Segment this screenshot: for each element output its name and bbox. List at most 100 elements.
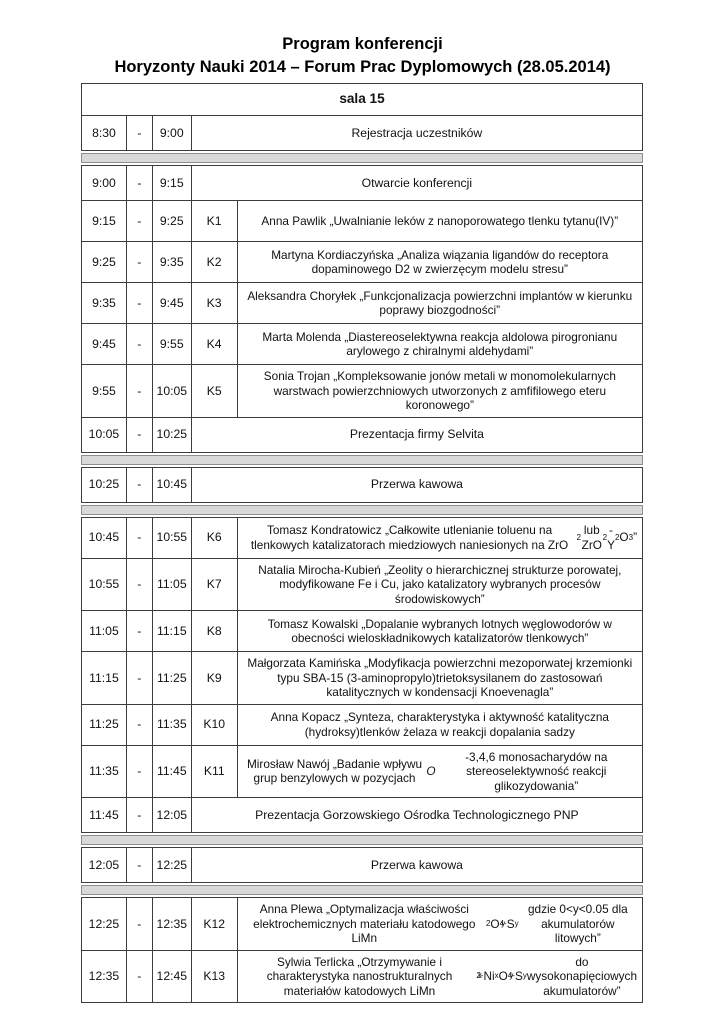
time-start: 11:45	[89, 807, 119, 822]
session-title: Sylwia Terlicka „Otrzymywanie i charakte…	[236, 950, 642, 1002]
section-separator	[81, 454, 643, 465]
time-dash: -	[125, 467, 152, 502]
time-dash: -	[125, 116, 152, 150]
time-start: 9:35	[92, 295, 116, 310]
session-code: K3	[190, 283, 237, 323]
time-start: 12:25	[88, 916, 120, 931]
time-dash: -	[125, 166, 152, 200]
time-end: 9:45	[151, 283, 191, 323]
session-title: Sonia Trojan „Kompleksowanie jonów metal…	[236, 365, 642, 417]
title-line-1: Program konferencji	[282, 35, 443, 53]
time-start: 11:15	[89, 670, 119, 685]
time-end: 10:45	[151, 467, 191, 502]
time-end: 9:25	[151, 201, 191, 241]
session-code: K12	[190, 898, 237, 950]
session-code: K11	[190, 745, 237, 797]
time-dash: -	[125, 365, 152, 417]
session-title: Anna Plewa „Optymalizacja właściwości el…	[236, 898, 642, 950]
time-end: 10:25	[151, 417, 191, 452]
table-row: 10:45-10:55 K6 Tomasz Kondratowicz „Całkow…	[82, 517, 642, 558]
time-start: 11:35	[89, 764, 119, 778]
session-code: K1	[190, 201, 237, 241]
time-end: 12:05	[151, 798, 191, 832]
table-row: 9:25-9:35 K2 Martyna Kordiaczyńska „Analiz…	[82, 241, 642, 282]
schedule-table: 10:45-10:55 K6 Tomasz Kondratowicz „Całkow…	[81, 516, 643, 833]
table-row: 8:30-9:00 Rejestracja uczestników	[82, 115, 642, 150]
session-code: K5	[190, 365, 237, 417]
session-title: Anna Kopacz „Synteza, charakterystyka i …	[236, 704, 642, 745]
session-title: Tomasz Kondratowicz „Całkowite utleniani…	[236, 517, 642, 558]
event-title: Otwarcie konferencji	[190, 166, 642, 200]
schedule-table: 9:00-9:15 Otwarcie konferencji 9:15-9:25 K1…	[81, 165, 643, 453]
time-start: 10:25	[88, 477, 120, 492]
schedule-table: sala 15 8:30-9:00 Rejestracja uczestników	[81, 83, 643, 151]
time-end: 11:15	[151, 611, 191, 651]
table-row: 9:35-9:45 K3 Aleksandra Choryłek „Funkcjon…	[82, 282, 642, 323]
session-code: K2	[190, 242, 237, 282]
time-start: 9:55	[92, 383, 116, 398]
time-end: 11:35	[151, 704, 191, 745]
table-row: 12:25-12:35 K12 Anna Plewa „Optymalizacja …	[82, 898, 642, 950]
time-start: 9:00	[92, 175, 116, 190]
time-start: 10:45	[88, 530, 120, 545]
time-start: 12:35	[88, 969, 120, 983]
time-start: 8:30	[92, 125, 116, 140]
time-end: 11:05	[151, 558, 191, 610]
time-start: 12:05	[88, 857, 120, 872]
time-end: 10:55	[151, 517, 191, 558]
session-code: K9	[190, 652, 237, 704]
table-row: 9:15-9:25 K1 Anna Pawlik „Uwalnianie leków…	[82, 200, 642, 241]
table-row: 10:55-11:05 K7 Natalia Mirocha-Kubień „Zeo…	[82, 557, 642, 610]
time-end: 9:15	[151, 166, 191, 200]
session-title: Małgorzata Kamińska „Modyfikacja powierz…	[236, 652, 642, 704]
title-line-2: Horyzonty Nauki 2014 – Forum Prac Dyplom…	[114, 58, 611, 76]
time-start: 11:25	[89, 717, 119, 732]
table-row: 12:35-12:45 K13 Sylwia Terlicka „Otrzymywa…	[82, 949, 642, 1002]
schedule: sala 15 8:30-9:00 Rejestracja uczestników 9…	[81, 83, 643, 1003]
table-row: 11:45-12:05 Prezentacja Gorzowskiego Ośro…	[82, 797, 642, 832]
time-dash: -	[125, 201, 152, 241]
time-start: 10:05	[88, 427, 120, 442]
time-end: 12:25	[151, 848, 191, 882]
time-dash: -	[125, 517, 152, 558]
table-row: 11:15-11:25 K9 Małgorzata Kamińska „Modyfi…	[82, 651, 642, 704]
event-title: Rejestracja uczestników	[190, 116, 642, 150]
table-row: 11:25-11:35 K10 Anna Kopacz „Synteza, char…	[82, 703, 642, 745]
time-end: 12:45	[151, 950, 191, 1002]
table-row: 11:05-11:15 K8 Tomasz Kowalski „Dopalanie …	[82, 610, 642, 651]
time-end: 9:00	[151, 116, 191, 150]
event-title: Prezentacja firmy Selvita	[190, 417, 642, 452]
session-title: Mirosław Nawój „Badanie wpływu grup benz…	[236, 745, 642, 797]
time-end: 9:35	[151, 242, 191, 282]
schedule-table: 10:25-10:45 Przerwa kawowa	[81, 466, 643, 503]
time-dash: -	[125, 417, 152, 452]
event-title: Przerwa kawowa	[190, 848, 642, 882]
table-row: 9:45-9:55 K4 Marta Molenda „Diastereoselek…	[82, 323, 642, 364]
time-dash: -	[125, 704, 152, 745]
session-title: Tomasz Kowalski „Dopalanie wybranych lot…	[236, 611, 642, 651]
table-row: sala 15	[82, 84, 642, 115]
section-separator	[81, 153, 643, 163]
time-dash: -	[125, 745, 152, 797]
time-end: 11:45	[151, 745, 191, 797]
session-title: Natalia Mirocha-Kubień „Zeolity o hierar…	[236, 558, 642, 610]
time-dash: -	[125, 950, 152, 1002]
session-title: Martyna Kordiaczyńska „Analiza wiązania …	[236, 242, 642, 282]
table-row: 10:25-10:45 Przerwa kawowa	[82, 467, 642, 502]
room-header: sala 15	[339, 91, 385, 107]
table-row: 11:35-11:45 K11 Mirosław Nawój „Badanie wp…	[82, 744, 642, 797]
time-start: 11:05	[89, 623, 119, 638]
event-title: Przerwa kawowa	[190, 467, 642, 502]
event-title: Prezentacja Gorzowskiego Ośrodka Technol…	[190, 798, 642, 832]
schedule-table: 12:25 -12:35 K12 Anna Plewa „Optymalizacja …	[81, 897, 643, 1003]
time-dash: -	[125, 558, 152, 610]
section-separator	[81, 885, 643, 895]
section-separator	[81, 835, 643, 845]
time-dash: -	[125, 611, 152, 651]
session-code: K7	[190, 558, 237, 610]
time-dash: -	[125, 798, 152, 832]
time-dash: -	[125, 242, 152, 282]
time-start: 9:15	[92, 213, 116, 228]
session-code: K6	[190, 517, 237, 558]
